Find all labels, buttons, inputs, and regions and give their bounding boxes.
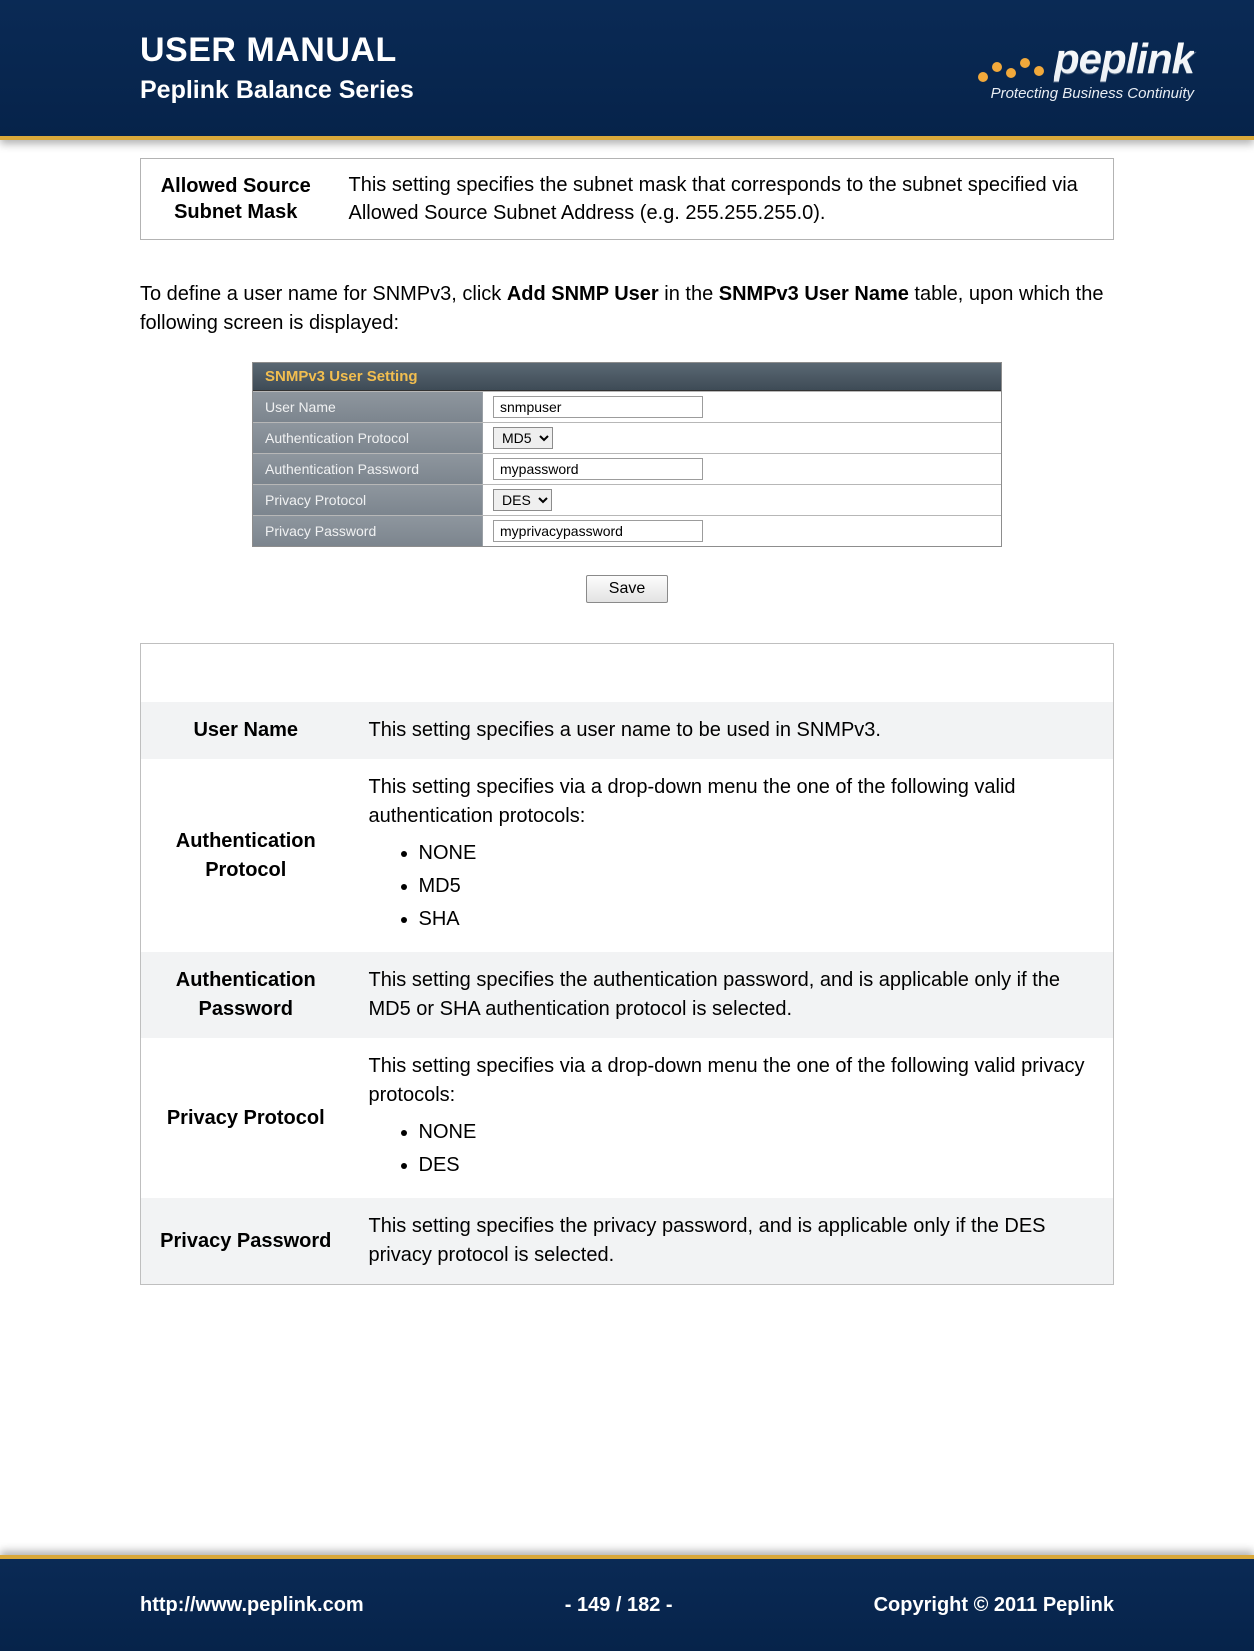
settings-list: NONE MD5 SHA <box>419 839 1096 934</box>
settings-row-privproto: Privacy Protocol This setting specifies … <box>141 1038 1114 1198</box>
header-titles: USER MANUAL Peplink Balance Series <box>140 31 414 105</box>
settings-intro: This setting specifies via a drop-down m… <box>369 773 1096 831</box>
settings-list: NONE DES <box>419 1118 1096 1180</box>
row-authpass: Authentication Password <box>253 453 1001 484</box>
logo: peplink <box>978 35 1194 83</box>
settings-desc: This setting specifies via a drop-down m… <box>351 759 1114 952</box>
label-authpass: Authentication Password <box>253 454 483 484</box>
field-username <box>483 392 1001 422</box>
settings-desc: This setting specifies a user name to be… <box>351 702 1114 759</box>
settings-label: Privacy Protocol <box>141 1038 351 1198</box>
intro-text: To define a user name for SNMPv3, click <box>140 283 507 305</box>
intro-paragraph: To define a user name for SNMPv3, click … <box>140 280 1114 338</box>
footer-page: - 149 / 182 - <box>565 1594 673 1617</box>
screenshot-wrap: SNMPv3 User Setting User Name Authentica… <box>140 362 1114 547</box>
row-privpass: Privacy Password <box>253 515 1001 546</box>
authproto-select[interactable]: MD5 <box>493 427 553 449</box>
intro-text: in the <box>659 283 719 305</box>
page-footer: http://www.peplink.com - 149 / 182 - Cop… <box>0 1555 1254 1651</box>
label-privproto: Privacy Protocol <box>253 485 483 515</box>
settings-label: Authentication Protocol <box>141 759 351 952</box>
page-header: USER MANUAL Peplink Balance Series pepli… <box>0 0 1254 140</box>
row-username: User Name <box>253 391 1001 422</box>
settings-label: Authentication Password <box>141 952 351 1038</box>
privproto-select[interactable]: DES <box>493 489 552 511</box>
footer-url: http://www.peplink.com <box>140 1594 364 1617</box>
settings-row-privpass: Privacy Password This setting specifies … <box>141 1198 1114 1285</box>
label-privpass: Privacy Password <box>253 516 483 546</box>
username-input[interactable] <box>493 396 703 418</box>
panel-title: SNMPv3 User Setting <box>253 363 1001 391</box>
settings-intro: This setting specifies via a drop-down m… <box>369 1052 1096 1110</box>
privpass-input[interactable] <box>493 520 703 542</box>
doc-subtitle: Peplink Balance Series <box>140 76 414 105</box>
row-authproto: Authentication Protocol MD5 <box>253 422 1001 453</box>
intro-bold-1: Add SNMP User <box>507 283 659 305</box>
logo-tagline: Protecting Business Continuity <box>991 85 1194 102</box>
settings-row-authproto: Authentication Protocol This setting spe… <box>141 759 1114 952</box>
field-privpass <box>483 516 1001 546</box>
field-authproto: MD5 <box>483 423 1001 453</box>
footer-copyright: Copyright © 2011 Peplink <box>874 1594 1114 1617</box>
field-privproto: DES <box>483 485 1001 515</box>
settings-table: SNMPv3 User Settings User Name This sett… <box>140 643 1114 1285</box>
logo-text: peplink <box>1054 35 1194 83</box>
list-item: NONE <box>419 1118 1096 1147</box>
document-page: USER MANUAL Peplink Balance Series pepli… <box>0 0 1254 1651</box>
field-authpass <box>483 454 1001 484</box>
settings-label: Privacy Password <box>141 1198 351 1285</box>
settings-desc: This setting specifies via a drop-down m… <box>351 1038 1114 1198</box>
label-username: User Name <box>253 392 483 422</box>
allowed-source-box: Allowed Source Subnet Mask This setting … <box>140 158 1114 240</box>
settings-desc: This setting specifies the authenticatio… <box>351 952 1114 1038</box>
intro-bold-2: SNMPv3 User Name <box>719 283 909 305</box>
label-authproto: Authentication Protocol <box>253 423 483 453</box>
settings-row-authpass: Authentication Password This setting spe… <box>141 952 1114 1038</box>
row-privproto: Privacy Protocol DES <box>253 484 1001 515</box>
list-item: SHA <box>419 905 1096 934</box>
save-wrap: Save <box>140 561 1114 643</box>
settings-desc: This setting specifies the privacy passw… <box>351 1198 1114 1285</box>
authpass-input[interactable] <box>493 458 703 480</box>
list-item: NONE <box>419 839 1096 868</box>
list-item: DES <box>419 1151 1096 1180</box>
allowed-source-desc: This setting specifies the subnet mask t… <box>331 159 1114 240</box>
doc-title: USER MANUAL <box>140 31 414 70</box>
save-button[interactable]: Save <box>586 575 668 603</box>
settings-row-username: User Name This setting specifies a user … <box>141 702 1114 759</box>
list-item: MD5 <box>419 872 1096 901</box>
content-area: Allowed Source Subnet Mask This setting … <box>0 140 1254 1555</box>
logo-dots-icon <box>978 58 1044 68</box>
settings-title: SNMPv3 User Settings <box>141 644 1114 703</box>
allowed-source-label: Allowed Source Subnet Mask <box>141 159 331 240</box>
snmpv3-settings-panel: SNMPv3 User Setting User Name Authentica… <box>252 362 1002 547</box>
settings-label: User Name <box>141 702 351 759</box>
brand-block: peplink Protecting Business Continuity <box>978 35 1194 102</box>
